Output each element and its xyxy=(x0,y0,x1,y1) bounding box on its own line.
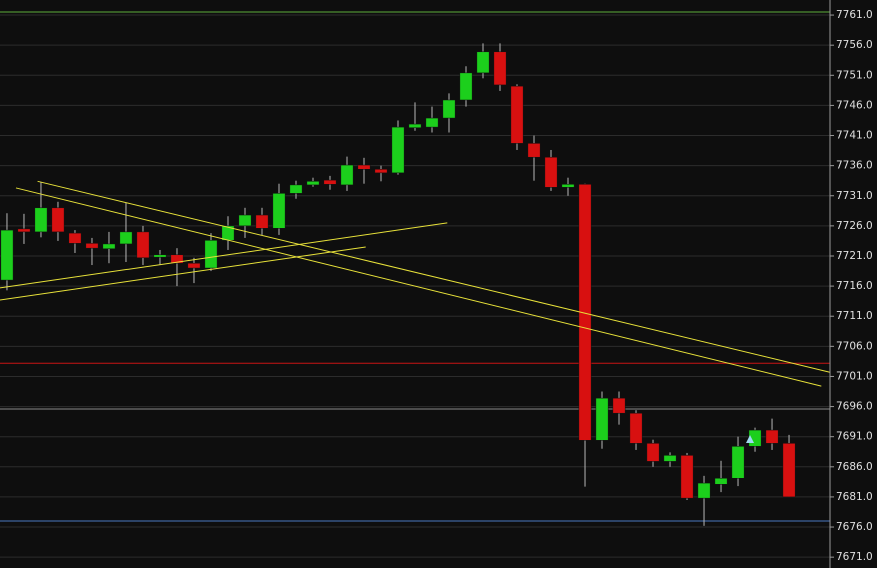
candle-body xyxy=(391,126,405,174)
candle-body xyxy=(68,232,82,244)
candle-body xyxy=(170,254,184,264)
candle-body xyxy=(595,397,609,441)
candle-body xyxy=(493,51,507,86)
y-tick-label: 7681.0 xyxy=(836,491,873,503)
candle-body xyxy=(561,184,575,188)
y-tick-label: 7736.0 xyxy=(836,160,873,172)
y-tick-label: 7761.0 xyxy=(836,9,873,21)
candle-body xyxy=(527,143,541,158)
y-tick-label: 7701.0 xyxy=(836,370,873,382)
candle-body xyxy=(612,397,626,414)
candle-body xyxy=(459,72,473,101)
candle-body xyxy=(51,207,65,233)
y-tick-label: 7751.0 xyxy=(836,69,873,81)
y-tick-label: 7676.0 xyxy=(836,521,873,533)
candle-body xyxy=(663,455,677,462)
candle-body xyxy=(187,262,201,269)
trendlines xyxy=(0,180,830,387)
candle-body xyxy=(323,179,337,185)
marker xyxy=(746,435,754,443)
candle-body xyxy=(374,169,388,174)
candle-body xyxy=(442,99,456,119)
y-tick-label: 7746.0 xyxy=(836,99,873,111)
candle-body xyxy=(136,231,150,259)
candle-body xyxy=(731,446,745,479)
y-tick-label: 7711.0 xyxy=(836,310,873,322)
candle-body xyxy=(408,123,422,128)
candle-body xyxy=(357,164,371,170)
candle-body xyxy=(306,181,320,186)
levels xyxy=(0,11,830,522)
y-tick-label: 7686.0 xyxy=(836,461,873,473)
trendline xyxy=(0,246,366,301)
candle-body xyxy=(544,156,558,188)
y-tick-label: 7691.0 xyxy=(836,431,873,443)
candle-body xyxy=(646,443,660,462)
candle-body xyxy=(629,412,643,444)
candle-body xyxy=(765,429,779,444)
candle-body xyxy=(680,455,694,499)
y-axis: 7761.0 7756.0 7751.0 7746.0 7741.0 7736.0 7731… xyxy=(829,0,873,568)
y-tick-label: 7726.0 xyxy=(836,220,873,232)
candle-body xyxy=(289,184,303,194)
trendline xyxy=(15,187,822,387)
candle-body xyxy=(17,228,31,233)
y-tick-label: 7671.0 xyxy=(836,551,873,563)
candle-body xyxy=(34,207,48,233)
candle-body xyxy=(782,443,796,498)
y-tick-label: 7741.0 xyxy=(836,130,873,142)
grid xyxy=(0,14,830,558)
candle-body xyxy=(425,117,439,128)
trendline xyxy=(37,180,830,373)
candle-body xyxy=(578,184,592,441)
y-tick-label: 7756.0 xyxy=(836,39,873,51)
candle-body xyxy=(255,214,269,229)
candle-body xyxy=(272,193,286,229)
candle-body xyxy=(119,231,133,245)
candle-body xyxy=(340,164,354,186)
y-tick-label: 7721.0 xyxy=(836,250,873,262)
candle-body xyxy=(102,243,116,250)
candle-body xyxy=(714,478,728,485)
y-tick-label: 7716.0 xyxy=(836,280,873,292)
candle-body xyxy=(153,254,167,258)
candle-body xyxy=(510,85,524,144)
candle-body xyxy=(204,240,218,269)
y-tick-label: 7706.0 xyxy=(836,340,873,352)
trendline xyxy=(0,222,448,289)
candle-body xyxy=(476,51,490,74)
candle-body xyxy=(0,229,14,281)
candle-body xyxy=(697,482,711,499)
candle-body xyxy=(85,243,99,249)
candle-body xyxy=(238,214,252,227)
y-tick-label: 7696.0 xyxy=(836,401,873,413)
y-tick-label: 7731.0 xyxy=(836,190,873,202)
